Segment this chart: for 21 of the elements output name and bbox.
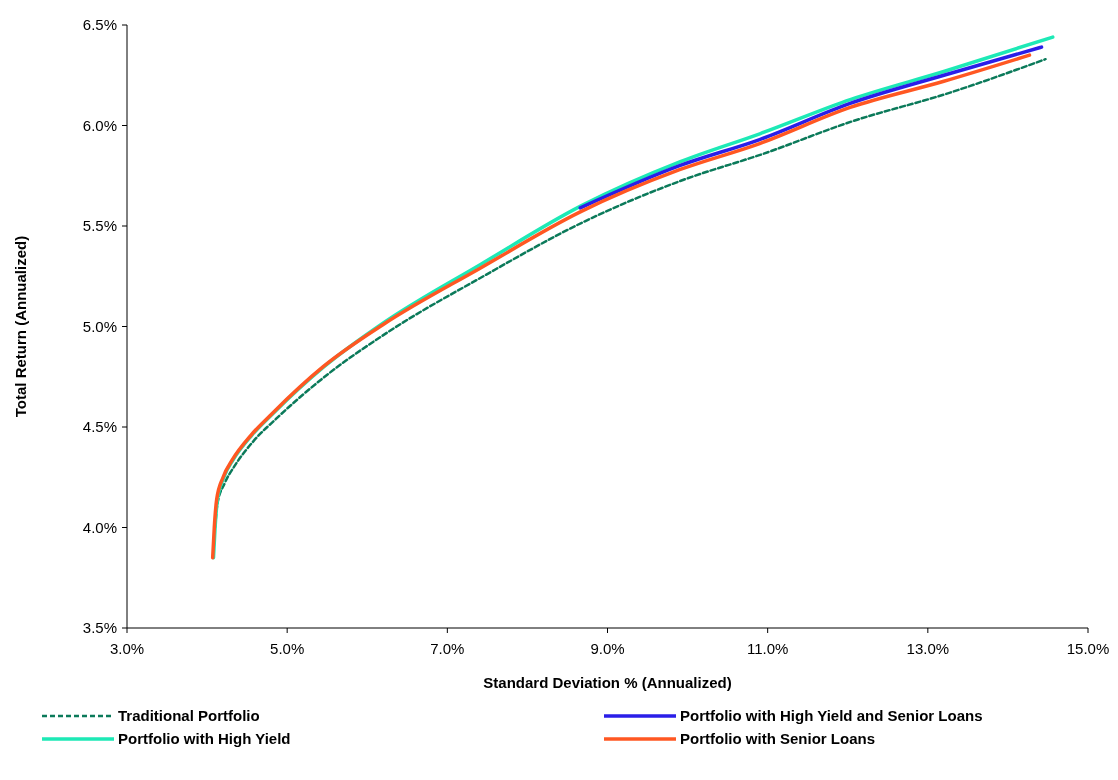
y-tick-label: 5.5% [82, 217, 117, 234]
legend-label: Portfolio with Senior Loans [680, 730, 875, 747]
legend-label: Traditional Portfolio [118, 707, 260, 724]
x-tick-label: 3.0% [109, 640, 145, 657]
legend-label: Portfolio with High Yield [118, 730, 291, 747]
x-axis-title: Standard Deviation % (Annualized) [483, 674, 732, 691]
x-tick-label: 9.0% [590, 640, 625, 657]
line-series [578, 45, 1044, 210]
x-tick-label: 11.0% [746, 640, 789, 657]
y-tick-label: 5.0% [82, 317, 117, 335]
y-tick-label: 3.5% [82, 619, 117, 636]
x-tick-label: 15.0% [1066, 640, 1110, 657]
x-tick-label: 13.0% [906, 640, 950, 657]
y-tick-label: 6.5% [82, 16, 117, 33]
legend-label: Portfolio with High Yield and Senior Loans [680, 707, 983, 724]
x-tick-label: 5.0% [270, 640, 305, 657]
y-tick-label: 4.5% [82, 418, 117, 435]
y-tick-label: 4.0% [82, 518, 117, 536]
y-axis-title: Total Return (Annualized) [12, 235, 29, 418]
x-tick-label: 7.0% [430, 640, 465, 657]
y-tick-label: 6.0% [82, 116, 117, 134]
